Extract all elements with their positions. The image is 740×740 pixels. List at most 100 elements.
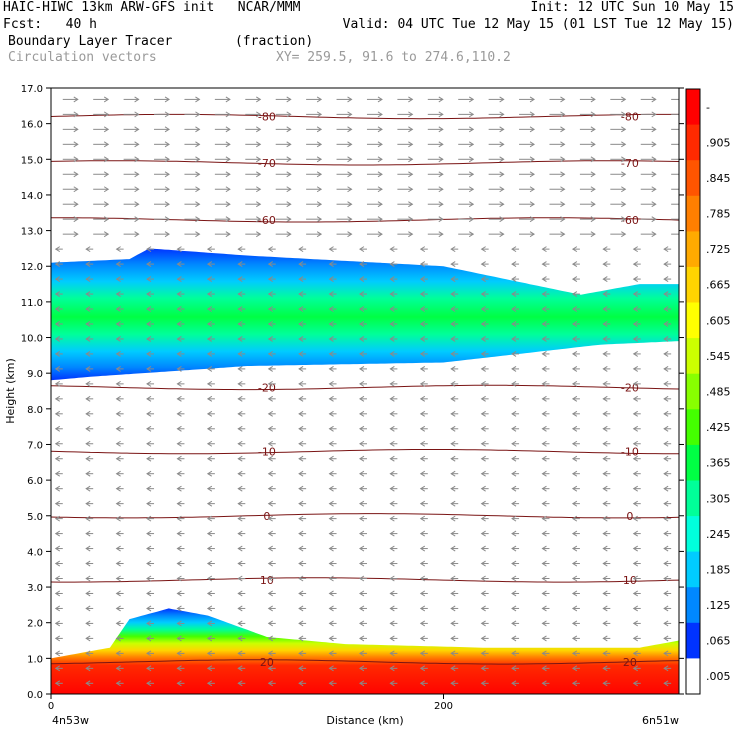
circulation-vector: [154, 186, 170, 193]
circulation-vector: [511, 470, 520, 477]
circulation-vector: [206, 276, 215, 282]
circulation-vector: [115, 545, 124, 552]
circulation-vector: [549, 111, 566, 118]
circulation-vector: [237, 515, 246, 522]
circulation-vector: [419, 635, 428, 642]
circulation-vector: [458, 186, 475, 193]
circulation-vector: [610, 126, 627, 133]
circulation-vector: [511, 530, 520, 537]
circulation-vector: [450, 365, 459, 372]
circulation-vector: [54, 440, 63, 447]
circulation-vector: [632, 680, 641, 687]
circulation-vector: [632, 291, 641, 297]
circulation-vector: [328, 485, 337, 492]
circulation-vector: [571, 590, 580, 597]
circulation-vector: [602, 545, 611, 552]
colorbar-swatch: [686, 89, 700, 126]
circulation-vector: [610, 171, 627, 178]
circulation-vector: [389, 575, 398, 582]
circulation-vector: [298, 291, 307, 297]
circulation-vector: [419, 530, 428, 537]
circulation-vector: [640, 141, 657, 148]
circulation-vector: [602, 351, 611, 357]
circulation-vector: [541, 530, 550, 537]
colorbar-label: .665: [706, 279, 731, 292]
circulation-vector: [237, 440, 246, 447]
circulation-vector: [427, 171, 444, 178]
circulation-vector: [519, 111, 535, 118]
temperature-contour-label: -80: [258, 111, 276, 124]
circulation-vector: [610, 216, 627, 223]
circulation-vector: [237, 500, 246, 507]
circulation-vector: [419, 276, 428, 282]
header-line1-right: Init: 12 UTC Sun 10 May 15: [530, 0, 735, 15]
temperature-contour-label: 10: [623, 574, 637, 587]
circulation-vector: [146, 261, 155, 268]
circulation-vector: [298, 425, 307, 432]
circulation-vector: [154, 156, 170, 163]
circulation-vector: [488, 96, 505, 103]
circulation-vector: [275, 171, 292, 178]
circulation-vector: [123, 141, 140, 148]
circulation-vector: [511, 620, 520, 627]
circulation-vector: [298, 365, 307, 372]
circulation-vector: [306, 96, 323, 103]
circulation-vector: [480, 680, 489, 687]
circulation-vector: [115, 365, 124, 372]
circulation-vector: [397, 201, 414, 208]
circulation-vector: [267, 560, 276, 567]
circulation-vector: [176, 515, 185, 522]
colorbar-swatch: [686, 373, 700, 410]
circulation-vector: [511, 515, 520, 522]
circulation-vector: [663, 380, 672, 387]
circulation-vector: [450, 336, 459, 342]
circulation-vector: [640, 111, 657, 118]
circulation-vector: [306, 216, 323, 223]
circulation-vector: [267, 321, 276, 327]
circulation-vector: [571, 485, 580, 492]
circulation-vector: [427, 186, 444, 193]
circulation-vector: [328, 575, 337, 582]
circulation-vector: [328, 261, 337, 268]
circulation-vector: [511, 545, 520, 552]
circulation-vector: [579, 186, 596, 193]
circulation-vector: [541, 545, 550, 552]
circulation-vector: [85, 425, 94, 432]
circulation-vector: [488, 231, 505, 238]
circulation-vector: [245, 201, 262, 208]
colorbar-label: .785: [706, 208, 731, 221]
circulation-vector: [85, 276, 94, 282]
circulation-vector: [640, 216, 657, 223]
circulation-vector: [480, 530, 489, 537]
circulation-vector: [146, 665, 155, 672]
circulation-vector: [54, 560, 63, 567]
colorbar-label: .365: [706, 457, 731, 470]
circulation-vector: [306, 186, 323, 193]
circulation-vector: [450, 575, 459, 582]
circulation-vector: [214, 96, 231, 103]
circulation-vector: [146, 590, 155, 597]
temperature-contour-line: [51, 160, 679, 166]
circulation-vector: [389, 530, 398, 537]
circulation-vector: [549, 171, 566, 178]
circulation-vector: [298, 560, 307, 567]
circulation-vector: [206, 485, 215, 492]
circulation-vector: [541, 635, 550, 642]
circulation-vector: [397, 156, 414, 163]
circulation-vector: [632, 500, 641, 507]
circulation-vector: [450, 590, 459, 597]
y-tick-label: 8.0: [27, 405, 43, 416]
circulation-vector: [54, 635, 63, 642]
circulation-vector: [245, 126, 262, 133]
circulation-vector: [237, 560, 246, 567]
circulation-vector: [571, 246, 580, 253]
circulation-vector: [389, 500, 398, 507]
circulation-vector: [663, 530, 672, 537]
circulation-vector: [389, 605, 398, 612]
circulation-vector: [632, 276, 641, 282]
circulation-vector: [419, 680, 428, 687]
circulation-vector: [571, 321, 580, 327]
circulation-vector: [237, 455, 246, 462]
circulation-vector: [206, 336, 215, 342]
circulation-vector: [579, 231, 596, 238]
